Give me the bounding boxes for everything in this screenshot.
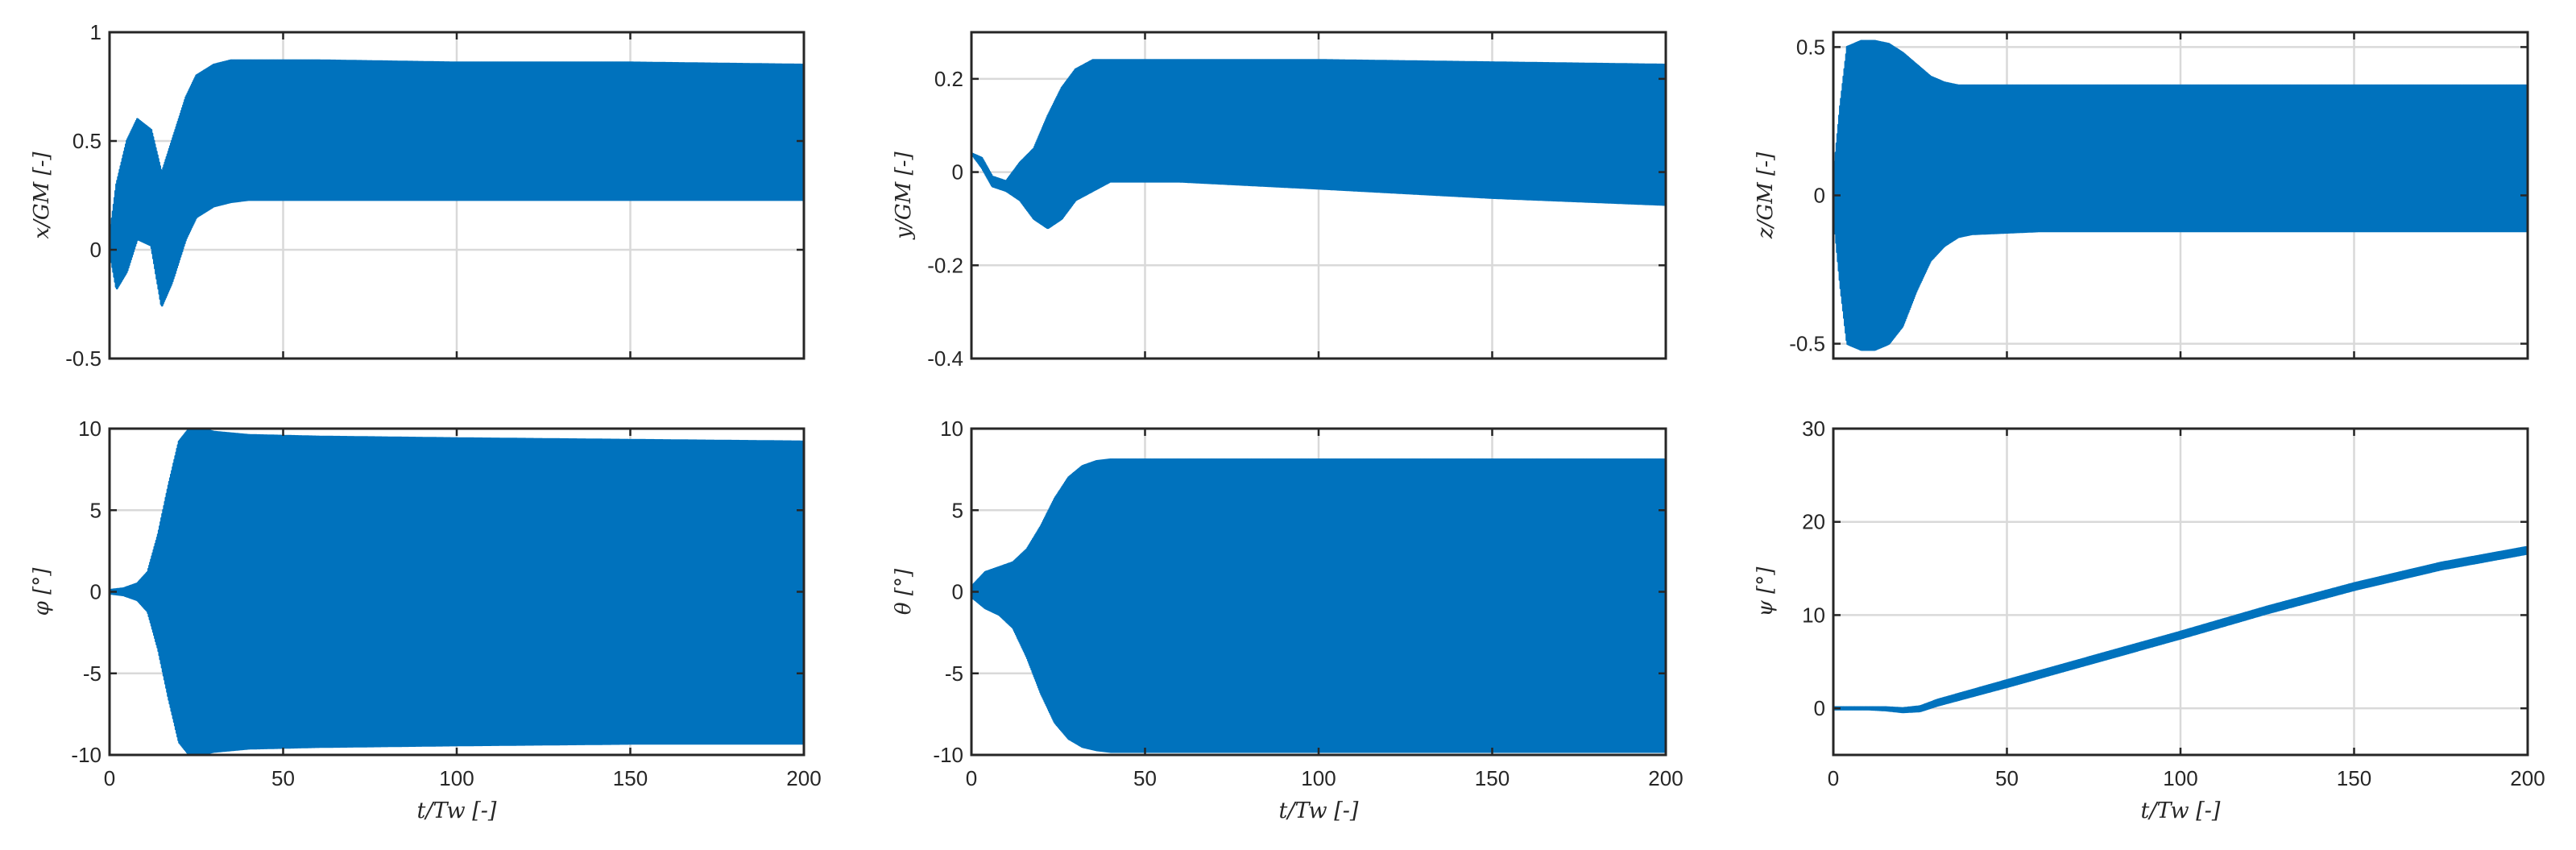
x-tick-label: 200 — [2510, 766, 2545, 790]
y-tick-label: 10 — [940, 417, 963, 441]
x-tick-label: 150 — [613, 766, 648, 790]
y-tick-label: 5 — [952, 498, 963, 522]
y-axis-label: y/GM [-] — [892, 151, 916, 240]
y-tick-label: 0 — [1814, 696, 1825, 720]
y-tick-label: 10 — [1802, 603, 1825, 627]
y-tick-label: -5 — [945, 661, 963, 686]
y-tick-label: -10 — [933, 743, 963, 767]
y-axis-label: x/GM [-] — [30, 151, 54, 239]
y-tick-label: 0 — [952, 580, 963, 604]
y-tick-label: -0.4 — [927, 346, 963, 371]
y-axis-label: z/GM [-] — [1754, 151, 1778, 239]
series-line — [1832, 545, 2529, 714]
y-tick-label: -0.5 — [1789, 332, 1825, 356]
y-tick-label: 0.5 — [1796, 35, 1825, 59]
x-axis-label: t/Tw [-] — [2141, 798, 2221, 823]
x-tick-label: 0 — [966, 766, 977, 790]
y-tick-label: 0 — [90, 580, 101, 604]
series-line — [108, 427, 806, 757]
x-tick-label: 100 — [439, 766, 474, 790]
chart-z: -0.5 0 0.5 z/GM [-] — [1754, 31, 2529, 360]
y-tick-label: 10 — [78, 417, 101, 441]
x-tick-label: 50 — [271, 766, 295, 790]
x-tick-label: 150 — [2337, 766, 2371, 790]
series-line — [108, 59, 806, 307]
y-tick-label: 0 — [1814, 184, 1825, 208]
y-tick-label: -10 — [71, 743, 101, 767]
y-tick-label: 0.2 — [934, 67, 963, 91]
y-tick-label: 0 — [90, 238, 101, 262]
x-tick-label: 0 — [104, 766, 115, 790]
y-axis-label: φ [°] — [30, 567, 54, 616]
y-tick-label: -0.2 — [927, 253, 963, 277]
x-tick-label: 150 — [1475, 766, 1510, 790]
y-tick-label: -0.5 — [65, 346, 101, 371]
x-axis-label: t/Tw [-] — [1279, 798, 1359, 823]
series-line — [1832, 39, 2529, 351]
x-tick-label: 50 — [1133, 766, 1157, 790]
x-tick-label: 50 — [1995, 766, 2019, 790]
x-tick-label: 100 — [2163, 766, 2197, 790]
y-tick-label: 20 — [1802, 510, 1825, 534]
y-axis-label: θ [°] — [892, 568, 916, 615]
chart-psi: 0 10 20 30 0 50 100 150 200 ψ [°] t/Tw [-] — [1754, 417, 2545, 823]
y-axis-label: ψ [°] — [1754, 566, 1778, 617]
series-line — [970, 458, 1667, 753]
x-axis-label: t/Tw [-] — [417, 798, 497, 823]
y-tick-label: 1 — [90, 20, 101, 44]
chart-y: -0.4 -0.2 0 0.2 y/GM [-] — [892, 31, 1667, 371]
y-tick-label: 0 — [952, 160, 963, 185]
y-tick-label: -5 — [83, 661, 101, 686]
x-tick-label: 100 — [1301, 766, 1336, 790]
y-tick-label: 30 — [1802, 417, 1825, 441]
chart-x: -0.5 0 0.5 1 x/GM [-] — [30, 20, 806, 371]
x-tick-label: 200 — [1648, 766, 1683, 790]
x-tick-label: 200 — [786, 766, 821, 790]
y-tick-label: 0.5 — [72, 129, 101, 153]
x-tick-label: 0 — [1828, 766, 1839, 790]
series-line — [970, 59, 1667, 230]
y-tick-label: 5 — [90, 498, 101, 522]
